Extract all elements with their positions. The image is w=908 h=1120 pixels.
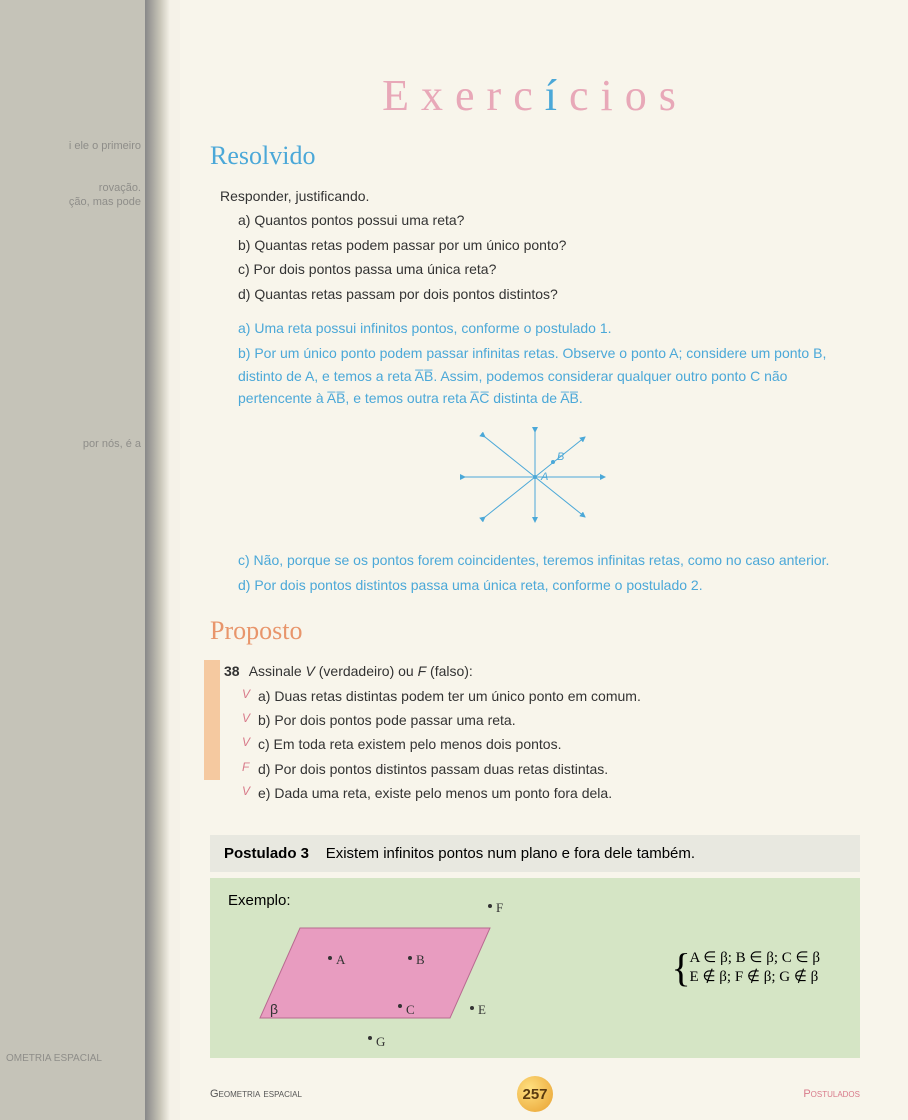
question-item: a) Quantos pontos possui uma reta? — [220, 209, 860, 231]
point-label-B: B — [557, 451, 564, 463]
set-line: A ∈ β; B ∈ β; C ∈ β — [690, 948, 820, 967]
pt-B: B — [416, 952, 425, 967]
vf-mark: V — [242, 782, 250, 801]
exercise-number: 38 — [224, 663, 240, 679]
question-item: c) Por dois pontos passa uma única reta? — [220, 258, 860, 280]
set-line: E ∉ β; F ∉ β; G ∉ β — [690, 967, 820, 986]
lines-diagram: A B — [210, 422, 860, 537]
frag-text: rovação. — [4, 182, 141, 194]
question-item: b) Quantas retas podem passar por um úni… — [220, 234, 860, 256]
vf-list: Va) Duas retas distintas podem ter um ún… — [246, 685, 860, 805]
answer-item: a) Uma reta possui infinitos pontos, con… — [220, 317, 860, 339]
proposto-block: 38 Assinale V (verdadeiro) ou F (falso):… — [224, 660, 860, 804]
heading-proposto: Proposto — [210, 616, 860, 646]
vf-text: d) Por dois pontos distintos passam duas… — [258, 761, 608, 777]
page-content: Exercícios Resolvido Responder, justific… — [180, 0, 890, 1120]
postulado-block: Postulado 3 Existem infinitos pontos num… — [210, 835, 860, 872]
title-dot: í — [545, 71, 569, 120]
frag-text: por nós, é a — [4, 438, 141, 450]
brace-icon: { — [672, 944, 691, 991]
point-label-A: A — [540, 471, 548, 483]
answers-block-2: c) Não, porque se os pontos forem coinci… — [220, 549, 860, 597]
answers-block: a) Uma reta possui infinitos pontos, con… — [220, 317, 860, 410]
pt-A: A — [336, 952, 346, 967]
postulado-text: Existem infinitos pontos num plano e for… — [326, 845, 695, 862]
title-part: Exerc — [382, 71, 545, 120]
answer-item: b) Por um único ponto podem passar infin… — [220, 342, 860, 409]
pt-F: F — [496, 900, 503, 915]
lines-svg: A B — [445, 422, 625, 532]
left-page-fragment: i ele o primeiro rovação. ção, mas pode … — [0, 0, 145, 1120]
frag-text: OMETRIA ESPACIAL — [6, 1053, 102, 1064]
pt-C: C — [406, 1002, 415, 1017]
orange-accent-bar — [204, 660, 220, 780]
section-title-exercicios: Exercícios — [210, 70, 860, 121]
answer-item: c) Não, porque se os pontos forem coinci… — [220, 549, 860, 571]
footer-left: Geometria espacial — [210, 1088, 302, 1100]
vf-mark: F — [242, 758, 249, 777]
title-part: cios — [569, 71, 688, 120]
exemplo-box: Exemplo: β A B C E F G { A ∈ β; B ∈ β; C… — [210, 878, 860, 1058]
vf-mark: V — [242, 709, 250, 728]
beta-label: β — [270, 1001, 278, 1017]
vf-text: a) Duas retas distintas podem ter um úni… — [258, 688, 641, 704]
postulado-label: Postulado 3 — [224, 845, 309, 862]
heading-resolvido: Resolvido — [210, 141, 860, 171]
footer-right: Postulados — [803, 1088, 860, 1100]
set-membership: { A ∈ β; B ∈ β; C ∈ β E ∉ β; F ∉ β; G ∉ … — [690, 948, 820, 986]
question-intro: Responder, justificando. — [220, 185, 860, 207]
vf-text: b) Por dois pontos pode passar uma reta. — [258, 712, 516, 728]
vf-mark: V — [242, 733, 250, 752]
vf-text: e) Dada uma reta, existe pelo menos um p… — [258, 785, 612, 801]
pt-E: E — [478, 1002, 486, 1017]
question-item: d) Quantas retas passam por dois pontos … — [220, 283, 860, 305]
proposto-intro: Assinale V (verdadeiro) ou F (falso): — [249, 663, 473, 679]
answer-item: d) Por dois pontos distintos passa uma ú… — [220, 574, 860, 596]
vf-mark: V — [242, 685, 250, 704]
frag-text: i ele o primeiro — [4, 140, 141, 152]
page-footer: Geometria espacial 257 Postulados — [180, 1088, 890, 1100]
pt-G: G — [376, 1034, 385, 1048]
question-block: Responder, justificando. a) Quantos pont… — [220, 185, 860, 305]
book-spine — [145, 0, 170, 1120]
vf-text: c) Em toda reta existem pelo menos dois … — [258, 736, 561, 752]
page-number: 257 — [517, 1076, 553, 1112]
plane-diagram: β A B C E F G — [240, 898, 570, 1048]
frag-text: ção, mas pode — [4, 196, 141, 208]
